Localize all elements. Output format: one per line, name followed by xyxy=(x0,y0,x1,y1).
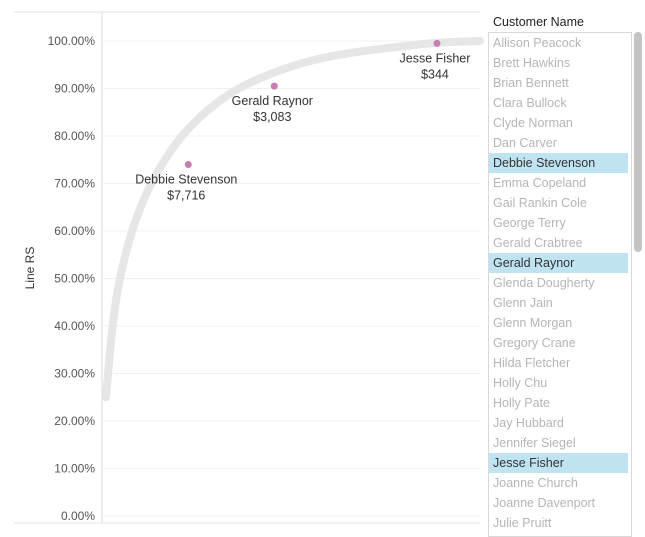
highlight-value-label: $3,083 xyxy=(253,110,291,124)
customer-list-item[interactable]: Julie Pruitt xyxy=(493,516,552,530)
y-tick-label: 90.00% xyxy=(54,82,95,96)
customer-list-item[interactable]: Gail Rankin Cole xyxy=(493,196,587,210)
customer-list-item[interactable]: Gerald Raynor xyxy=(489,253,628,273)
customer-list-item[interactable]: George Terry xyxy=(493,216,566,230)
y-tick-label: 50.00% xyxy=(54,272,95,286)
customer-list-item[interactable]: Glenn Morgan xyxy=(493,316,573,330)
customer-list-item[interactable]: Allison Peacock xyxy=(493,36,582,50)
customer-list-item[interactable]: Jay Hubbard xyxy=(493,416,564,430)
y-tick-label: 10.00% xyxy=(54,462,95,476)
customer-list-item[interactable]: Holly Pate xyxy=(493,396,550,410)
customer-list-item[interactable]: Debbie Stevenson xyxy=(489,153,628,173)
y-axis-title: Line RS xyxy=(23,247,37,290)
y-tick-label: 100.00% xyxy=(48,34,96,48)
y-tick-label: 0.00% xyxy=(61,509,95,523)
panel-title: Customer Name xyxy=(493,15,584,29)
highlight-point[interactable] xyxy=(184,161,192,168)
customer-list-item[interactable]: Emma Copeland xyxy=(493,176,587,190)
series-line xyxy=(102,37,484,402)
customer-list-item[interactable]: Holly Chu xyxy=(493,376,548,390)
customer-filter-panel: Customer Name Allison Peacock Brett Hawki… xyxy=(488,12,645,537)
highlight-name-label: Debbie Stevenson xyxy=(135,173,237,187)
customer-list-item[interactable]: Jennifer Siegel xyxy=(493,436,576,450)
customer-list-item[interactable]: Hilda Fletcher xyxy=(493,356,571,370)
y-tick-label: 70.00% xyxy=(54,177,95,191)
customer-list-item[interactable]: Brian Bennett xyxy=(493,76,569,90)
highlight-point[interactable] xyxy=(270,82,278,90)
customer-list-item[interactable]: Glenda Dougherty xyxy=(493,276,595,290)
highlight-name-label: Jesse Fisher xyxy=(400,51,471,65)
customer-list-item[interactable]: Clara Bullock xyxy=(493,96,567,110)
y-tick-label: 60.00% xyxy=(54,224,95,238)
customer-list-item[interactable]: Clyde Norman xyxy=(493,116,573,130)
customer-list-item[interactable]: Dan Carver xyxy=(493,136,557,150)
customer-list-item[interactable]: Brett Hawkins xyxy=(493,56,571,70)
list-scrollbar[interactable] xyxy=(634,32,642,252)
customer-list: Allison Peacock Brett Hawkins Brian Bennet… xyxy=(488,32,632,537)
customer-list-item[interactable]: Glenn Jain xyxy=(493,296,553,310)
highlight-name-label: Gerald Raynor xyxy=(232,94,313,108)
y-tick-labels: 0.00% 10.00% 20.00% 30.00% 40.00% 50.00% 60.00… xyxy=(48,34,96,523)
highlight-value-label: $7,716 xyxy=(167,189,205,203)
highlight-points: Debbie Stevenson $7,716 Gerald Raynor $3,08… xyxy=(135,39,471,203)
customer-list-item[interactable]: Joanne Church xyxy=(493,476,578,490)
y-tick-label: 30.00% xyxy=(54,367,95,381)
y-tick-label: 40.00% xyxy=(54,319,95,333)
y-tick-label: 80.00% xyxy=(54,129,95,143)
y-tick-label: 20.00% xyxy=(54,414,95,428)
customer-list-item[interactable]: Gerald Crabtree xyxy=(493,236,583,250)
highlight-value-label: $344 xyxy=(421,67,449,81)
highlight-point[interactable] xyxy=(433,39,441,47)
customer-list-item[interactable]: Jesse Fisher xyxy=(489,453,628,473)
customer-list-item[interactable]: Gregory Crane xyxy=(493,336,576,350)
customer-list-item[interactable]: Joanne Davenport xyxy=(493,496,596,510)
